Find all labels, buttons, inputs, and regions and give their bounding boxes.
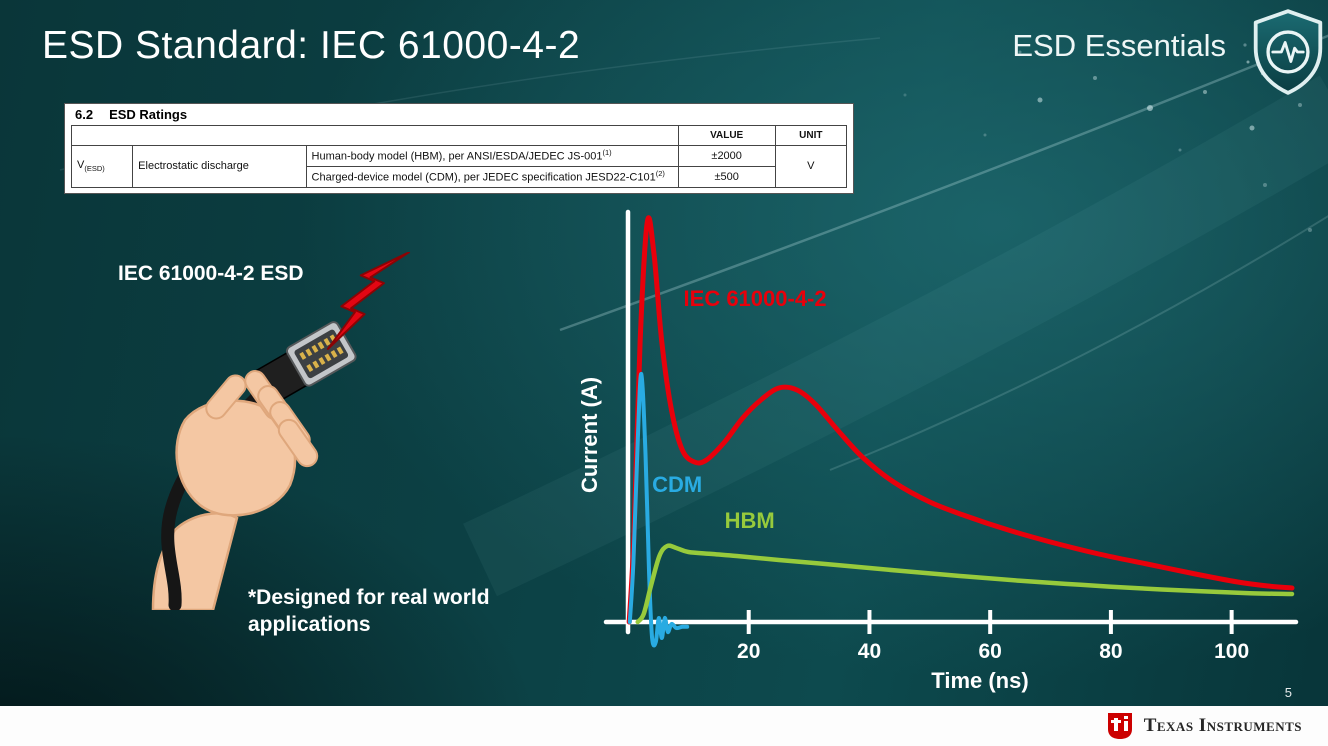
x-axis-tick-label: 60 bbox=[979, 640, 1002, 663]
table-section-title: ESD Ratings bbox=[109, 107, 188, 122]
cdm-footnote: (2) bbox=[655, 168, 665, 178]
ti-wordmark: Texas Instruments bbox=[1143, 715, 1302, 736]
x-axis-tick-label: 20 bbox=[737, 640, 760, 663]
designed-for-real-world-note: *Designed for real world applications bbox=[248, 586, 490, 637]
curve-hbm bbox=[635, 543, 1295, 625]
hbm-footnote: (1) bbox=[602, 148, 612, 157]
x-axis-tick-label: 40 bbox=[858, 640, 881, 663]
esd-essentials-label: ESD Essentials bbox=[1012, 28, 1226, 63]
lightning-bolt-icon bbox=[326, 252, 411, 350]
palm bbox=[175, 399, 297, 517]
hbm-description-cell: Human-body model (HBM), per ANSI/ESDA/JE… bbox=[305, 145, 679, 167]
table-section-number: 6.2 bbox=[75, 107, 94, 122]
series-label-cdm: CDM bbox=[652, 472, 702, 497]
table-row: V(ESD) Electrostatic discharge Human-bod… bbox=[70, 145, 848, 188]
sparkle-dots bbox=[903, 43, 1312, 232]
x-axis-tick-label: 80 bbox=[1099, 640, 1122, 663]
y-axis-label: Current (A) bbox=[577, 377, 602, 493]
illustration-caption: IEC 61000-4-2 ESD bbox=[118, 262, 304, 285]
table-caption: 6.2 ESD Ratings bbox=[71, 106, 847, 125]
x-axis-tick-label: 100 bbox=[1214, 640, 1249, 663]
param-symbol-cell: V(ESD) bbox=[70, 145, 134, 188]
series-label-iec: IEC 61000-4-2 bbox=[684, 286, 827, 311]
blank-header-cell bbox=[71, 125, 679, 146]
chart-curves: 20 40 60 80 100 IEC 61000-4-2 CDM HBM bbox=[626, 215, 1295, 663]
hbm-value-cell: ±2000 bbox=[677, 145, 776, 167]
cdm-value-cell: ±500 bbox=[677, 165, 776, 188]
datasheet-table-panel: 6.2 ESD Ratings VALUE UNIT V(ESD) Electr… bbox=[64, 103, 854, 194]
series-label-hbm: HBM bbox=[725, 508, 775, 533]
param-symbol-subscript: (ESD) bbox=[84, 164, 105, 174]
unit-column-header: UNIT bbox=[774, 125, 848, 146]
shield-pulse-icon bbox=[1253, 9, 1323, 95]
footer-bar: Texas Instruments bbox=[0, 706, 1328, 746]
table-row: Charged-device model (CDM), per JEDEC sp… bbox=[72, 165, 847, 188]
curve-iec bbox=[626, 215, 1295, 625]
ti-logo-icon bbox=[1107, 713, 1132, 739]
slide-title: ESD Standard: IEC 61000-4-2 bbox=[42, 24, 581, 67]
table-header-row: VALUE UNIT bbox=[71, 125, 848, 146]
hbm-description: Human-body model (HBM), per ANSI/ESDA/JE… bbox=[311, 150, 603, 163]
param-symbol: V bbox=[77, 159, 85, 172]
param-name-cell: Electrostatic discharge bbox=[132, 145, 307, 188]
page-number: 5 bbox=[1284, 685, 1292, 700]
cdm-description: Charged-device model (CDM), per JEDEC sp… bbox=[311, 171, 656, 184]
esd-waveform-chart: Current (A) Time (ns) 20 40 60 80 100 IEC 610… bbox=[577, 209, 1299, 693]
unit-cell: V bbox=[774, 145, 848, 188]
x-axis-label: Time (ns) bbox=[931, 668, 1028, 693]
curve-cdm bbox=[627, 371, 690, 648]
hand-holding-connector-illustration bbox=[151, 321, 357, 610]
esd-ratings-table: VALUE UNIT V(ESD) Electrostatic discharg… bbox=[70, 125, 848, 188]
fingers bbox=[205, 370, 319, 468]
cdm-description-cell: Charged-device model (CDM), per JEDEC sp… bbox=[305, 165, 679, 188]
thumb bbox=[205, 374, 247, 420]
value-column-header: VALUE bbox=[677, 125, 776, 146]
